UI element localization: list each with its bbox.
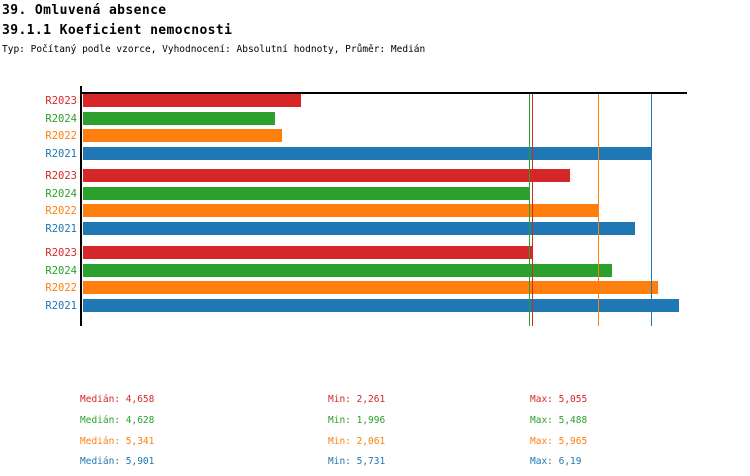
- series-label-r2021: R2021: [45, 147, 77, 160]
- stat-max-r2023: Max: 5,055: [530, 394, 588, 405]
- series-label-r2021: R2021: [45, 222, 77, 235]
- stat-min-r2023: Min: 2,261: [328, 394, 386, 405]
- stat-max-r2022: Max: 5,965: [530, 436, 588, 447]
- bar-chart: R2023 R2024 R2022 R2021 R2023 R2024 R2022 R2021…: [45, 86, 687, 326]
- stat-min-r2024: Min: 1,996: [328, 415, 386, 426]
- stat-max-r2021: Max: 6,19: [530, 456, 582, 467]
- bar-76-r2023: [83, 94, 301, 107]
- stat-max-r2024: Max: 5,488: [530, 415, 588, 426]
- bar-76-r2021: [83, 146, 651, 160]
- bar-76-r2024: [83, 111, 275, 125]
- median-line-r2024: [529, 93, 530, 326]
- series-label-r2024: R2024: [45, 112, 77, 125]
- bar-139-r2024: [83, 263, 612, 277]
- median-line-r2023: [532, 93, 533, 326]
- bar-139-r2021: [83, 298, 679, 312]
- report-subtitle: 39.1.1 Koeficient nemocnosti: [2, 23, 233, 38]
- stat-min-r2021: Min: 5,731: [328, 456, 386, 467]
- median-line-r2021: [651, 93, 652, 326]
- series-label-r2021: R2021: [45, 299, 77, 312]
- series-label-r2022: R2022: [45, 130, 77, 142]
- bar-111-r2022: [83, 204, 598, 217]
- report-title: 39. Omluvená absence: [2, 3, 167, 18]
- stat-median-r2023: Medián: 4,658: [80, 394, 155, 405]
- series-label-r2023: R2023: [45, 170, 77, 182]
- stat-min-r2022: Min: 2,061: [328, 436, 386, 447]
- bar-111-r2023: [83, 169, 570, 182]
- report-meta-line: Typ: Počítaný podle vzorce, Vyhodnocení:…: [2, 44, 426, 55]
- bar-139-r2022: [83, 281, 658, 294]
- stat-median-r2024: Medián: 4,628: [80, 415, 155, 426]
- series-label-r2023: R2023: [45, 247, 77, 259]
- bar-139-r2023: [83, 246, 532, 259]
- bar-111-r2021: [83, 221, 635, 235]
- series-label-r2022: R2022: [45, 282, 77, 294]
- stat-median-r2021: Medián: 5,901: [80, 456, 155, 467]
- stat-median-r2022: Medián: 5,341: [80, 436, 155, 447]
- series-label-r2023: R2023: [45, 95, 77, 107]
- y-axis-line: [80, 86, 82, 326]
- bar-76-r2022: [83, 129, 282, 142]
- median-line-r2022: [598, 93, 599, 326]
- series-label-r2022: R2022: [45, 205, 77, 217]
- x-axis-line: [80, 92, 687, 94]
- bar-111-r2024: [83, 186, 529, 200]
- series-label-r2024: R2024: [45, 187, 77, 200]
- series-label-r2024: R2024: [45, 264, 77, 277]
